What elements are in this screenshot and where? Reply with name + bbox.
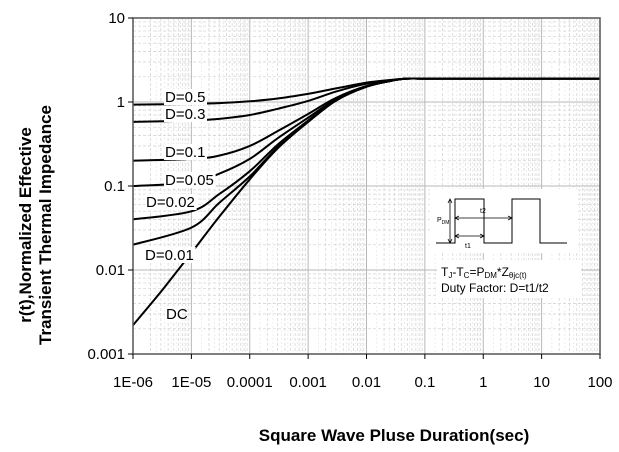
duty-factor-text: Duty Factor: D=t1/t2: [441, 281, 549, 295]
y-tick-label: 0.001: [87, 346, 125, 363]
pulse-diagram-inset: PDM t2 t1: [430, 189, 578, 253]
x-tick-label: 100: [587, 374, 612, 391]
t2-label: t2: [480, 208, 486, 215]
annotation-box: TJ-TC=PDM*Zθjc(t) Duty Factor: D=t1/t2: [437, 260, 581, 298]
t1-label: t1: [465, 243, 471, 250]
formula-text: TJ-TC=PDM*Zθjc(t): [441, 265, 527, 280]
series-label-bg: [164, 89, 207, 105]
y-axis-ticks: 0.001 0.01 0.1 1 10: [87, 10, 133, 363]
x-tick-label: 0.0001: [227, 374, 273, 391]
series-label-d-0-01: D=0.01: [145, 247, 194, 264]
x-axis-title: Square Wave Pluse Duration(sec): [259, 426, 530, 445]
curve-dc: [132, 77, 600, 326]
x-axis-ticks: 1E-06 1E-05 0.0001 0.001 0.01 0.1 1 10 100: [113, 354, 613, 391]
series-label-d-0-3: D=0.3: [165, 106, 205, 123]
series-label-bg: [164, 106, 207, 122]
x-tick-label: 10: [533, 374, 550, 391]
x-tick-label: 1E-06: [113, 374, 153, 391]
x-tick-label: 1: [479, 374, 487, 391]
series-labels: D=0.5D=0.3 D=0.1 D=0.05 D=0.02 D=0.01 DC: [144, 89, 216, 323]
y-axis-title-line1: r(t),Normalized Effective: [16, 127, 35, 323]
pdm-label: PDM: [437, 217, 449, 226]
series-label-bg: [164, 144, 207, 160]
series-label-d-0-5: D=0.5: [165, 89, 205, 106]
y-tick-label: 1: [117, 94, 125, 111]
series-label-bg: [145, 194, 197, 210]
x-tick-label: 1E-05: [171, 374, 211, 391]
x-tick-label: 0.001: [289, 374, 327, 391]
y-tick-label: 0.01: [96, 262, 125, 279]
series-label-d-0-02: D=0.02: [146, 194, 195, 211]
series-curves: [132, 77, 600, 326]
x-tick-label: 0.1: [414, 374, 435, 391]
series-label-bg: [144, 247, 196, 263]
y-axis-title-line2: Transient Thermal Impedance: [36, 105, 55, 345]
x-tick-label: 0.01: [352, 374, 381, 391]
series-label-bg: [165, 306, 183, 322]
y-tick-label: 0.1: [104, 178, 125, 195]
pulse-waveform: [436, 198, 567, 244]
y-tick-label: 10: [108, 10, 125, 27]
series-label-dc: DC: [166, 306, 188, 323]
series-label-d-0-1: D=0.1: [165, 144, 205, 161]
series-label-bg: [164, 172, 216, 188]
series-label-d-0-05: D=0.05: [165, 172, 214, 189]
